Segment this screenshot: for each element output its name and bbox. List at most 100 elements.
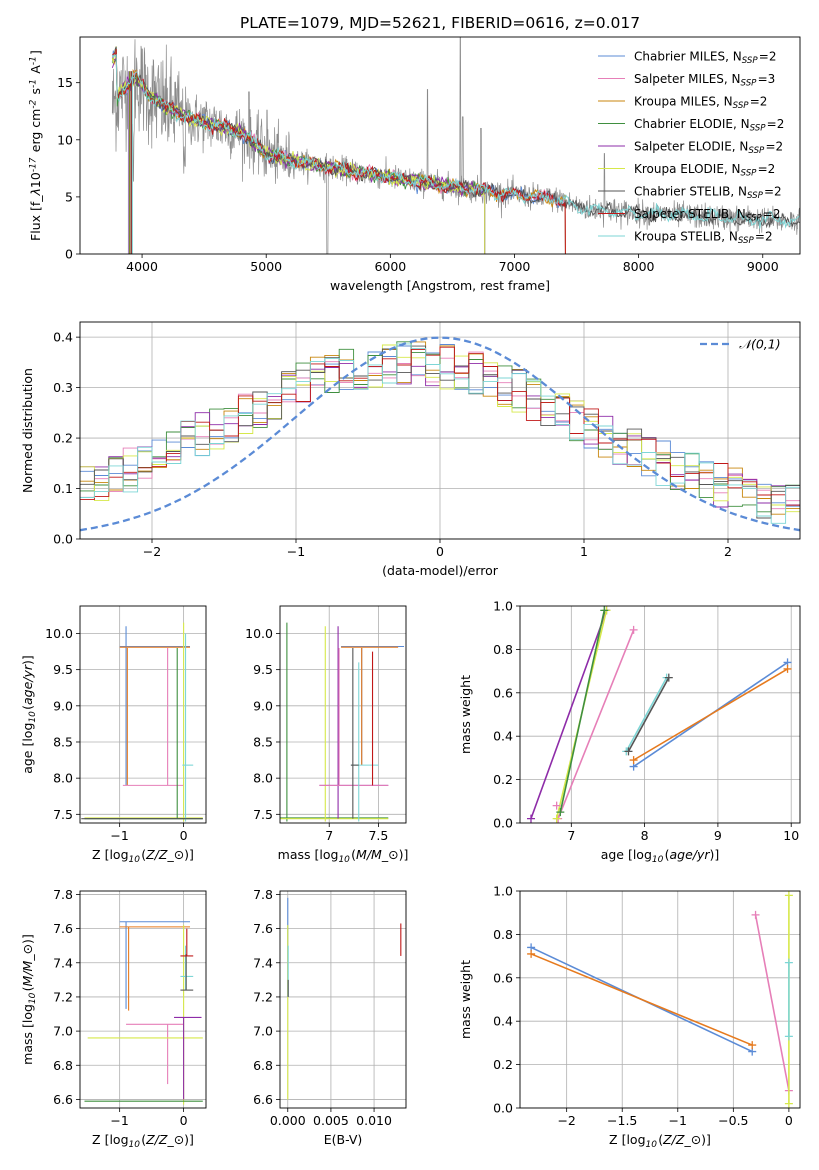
normal-curve [80, 336, 800, 532]
mw_vs_age-plot-area [520, 606, 800, 823]
x-tick-label: 1 [580, 544, 588, 559]
y-tick-label: 0.6 [493, 685, 513, 700]
y-tick-label: 8.5 [53, 734, 73, 749]
mass-weight-marker [664, 673, 673, 682]
y-tick-label: 10 [57, 132, 73, 147]
mass-weight-marker [629, 625, 638, 634]
y-axis-label: mass [log10 (M/M_⊙)] [20, 934, 38, 1065]
mass-weight-marker [748, 1041, 757, 1050]
y-tick-label: 15 [57, 75, 73, 90]
y-axis-label: mass weight [458, 675, 473, 754]
age_vs_mass-background [280, 606, 406, 823]
x-axis-label: mass [log10 (M/M_⊙)] [278, 847, 409, 865]
y-tick-label: 10.0 [245, 626, 273, 641]
mass-weight-marker [784, 1032, 793, 1041]
x-tick-label: 10 [783, 828, 799, 843]
residual-histogram-kroupa_stelib [80, 343, 800, 539]
y-axis-label: age [log10 (age/yr)] [20, 655, 38, 774]
legend-label: Chabrier STELIB, NSSP =2 [634, 185, 782, 202]
x-tick-label: 0 [180, 828, 188, 843]
x-tick-label: −1 [287, 544, 305, 559]
x-tick-label: 9000 [747, 259, 779, 274]
y-tick-label: 8.0 [53, 771, 73, 786]
y-tick-label: 0.4 [493, 729, 513, 744]
figure-title: PLATE=1079, MJD=52621, FIBERID=0616, z=0… [240, 14, 640, 32]
mass_vs_ebv-frame [279, 890, 407, 1109]
age_vs_Z-frame [79, 605, 207, 824]
y-tick-label: 7.5 [253, 807, 273, 822]
age_vs_Z-background [80, 606, 206, 823]
y-tick-label: 8.5 [253, 734, 273, 749]
y-tick-label: 1.0 [493, 884, 513, 899]
x-tick-label: 0.010 [356, 1113, 392, 1128]
mass-weight-line-salpeter_elodie [530, 610, 608, 819]
model-spectrum-kroupa_stelib [111, 53, 800, 254]
x-tick-label: 2 [724, 544, 732, 559]
mass-weight-marker [552, 801, 561, 810]
mass-weight-line-chabrier_stelib [627, 677, 670, 752]
y-tick-label: 0.8 [493, 927, 513, 942]
x-tick-label: −1.5 [607, 1113, 637, 1128]
y-tick-label: 0.8 [493, 642, 513, 657]
y-tick-label: 0.2 [493, 772, 513, 787]
x-tick-label: 7 [567, 828, 575, 843]
age_vs_mass-frame [279, 605, 407, 824]
y-tick-label: 7.6 [253, 921, 273, 936]
mass_vs_ebv-background [280, 891, 406, 1108]
mass_vs_Z-frame [79, 890, 207, 1109]
age_vs_Z-panel: −1 0 7.5 8.0 8.5 9.0 9.5 10.0 Z [log10 (Z/Z_⊙)] a… [20, 605, 207, 865]
x-axis-label: (data-model)/error [382, 563, 499, 578]
mass_vs_Z-plot-area [80, 891, 206, 1108]
mw_vs_Z-panel: −2 −1.5 −1 −0.5 0 0.0 0.2 0.4 0.6 0.8 1.0 Z [log10 … [458, 884, 801, 1150]
mass_vs_Z-background [80, 891, 206, 1108]
x-axis-label: age [log10 (age/yr)] [601, 847, 720, 865]
y-tick-label: 7.5 [53, 807, 73, 822]
mass-weight-marker [629, 756, 638, 765]
legend-label: Kroupa ELODIE, NSSP =2 [634, 162, 775, 179]
y-tick-label: 7.4 [253, 955, 273, 970]
x-tick-label: 7.5 [368, 828, 388, 843]
x-tick-label: −1 [669, 1113, 687, 1128]
x-tick-label: −2 [143, 544, 161, 559]
mass-weight-marker [783, 664, 792, 673]
y-tick-label: 0.0 [493, 1101, 513, 1116]
mass-weight-line-orange [633, 668, 788, 761]
y-tick-label: 0.1 [53, 481, 73, 496]
mass-weight-line-chabrier_elodie [559, 610, 606, 813]
x-tick-label: 6000 [374, 259, 406, 274]
y-tick-label: 9.5 [253, 662, 273, 677]
mw_vs_Z-frame [519, 890, 801, 1109]
y-tick-label: 7.0 [253, 1024, 273, 1039]
x-tick-label: −1 [110, 828, 128, 843]
spectrum-frame [79, 36, 801, 255]
y-tick-label: 9.0 [253, 698, 273, 713]
y-tick-label: 0.6 [493, 970, 513, 985]
x-tick-label: 0 [180, 1113, 188, 1128]
mw_vs_Z-plot-area [520, 891, 800, 1108]
mw_vs_age-panel: 7 8 9 10 0.0 0.2 0.4 0.6 0.8 1.0 age [log10 (age/y… [458, 599, 801, 865]
y-tick-label: 7.2 [253, 989, 273, 1004]
y-tick-label: 6.6 [53, 1092, 73, 1107]
x-tick-label: −1 [110, 1113, 128, 1128]
x-tick-label: 8 [641, 828, 649, 843]
mass_vs_ebv-panel: 0.000 0.005 0.010 6.6 6.8 7.0 7.2 7.4 7.6 7.8 E(B-… [253, 887, 407, 1147]
y-tick-label: 7.4 [53, 955, 73, 970]
x-tick-label: 4000 [126, 259, 158, 274]
mass-weight-marker [784, 1099, 793, 1108]
y-tick-label: 0.3 [53, 380, 73, 395]
x-tick-label: 7000 [499, 259, 531, 274]
y-tick-label: 6.8 [253, 1058, 273, 1073]
x-tick-label: 0.005 [313, 1113, 349, 1128]
y-tick-label: 1.0 [493, 599, 513, 614]
legend-label: Salpeter ELODIE, NSSP =2 [634, 140, 783, 157]
y-tick-label: 0 [65, 247, 73, 262]
mass_vs_Z-panel: −1 0 6.6 6.8 7.0 7.2 7.4 7.6 7.8 Z [log10 (Z/Z_⊙)… [20, 887, 207, 1150]
legend-label: 𝒩(0,1) [739, 337, 781, 352]
y-tick-label: 6.6 [253, 1092, 273, 1107]
y-axis-label: mass weight [458, 960, 473, 1039]
y-tick-label: 0.0 [53, 532, 73, 547]
y-tick-label: 9.0 [53, 698, 73, 713]
y-tick-label: 7.2 [53, 989, 73, 1004]
mass-weight-marker [526, 814, 535, 823]
